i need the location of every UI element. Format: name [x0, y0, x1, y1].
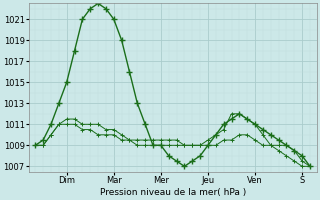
X-axis label: Pression niveau de la mer( hPa ): Pression niveau de la mer( hPa ) — [100, 188, 246, 197]
